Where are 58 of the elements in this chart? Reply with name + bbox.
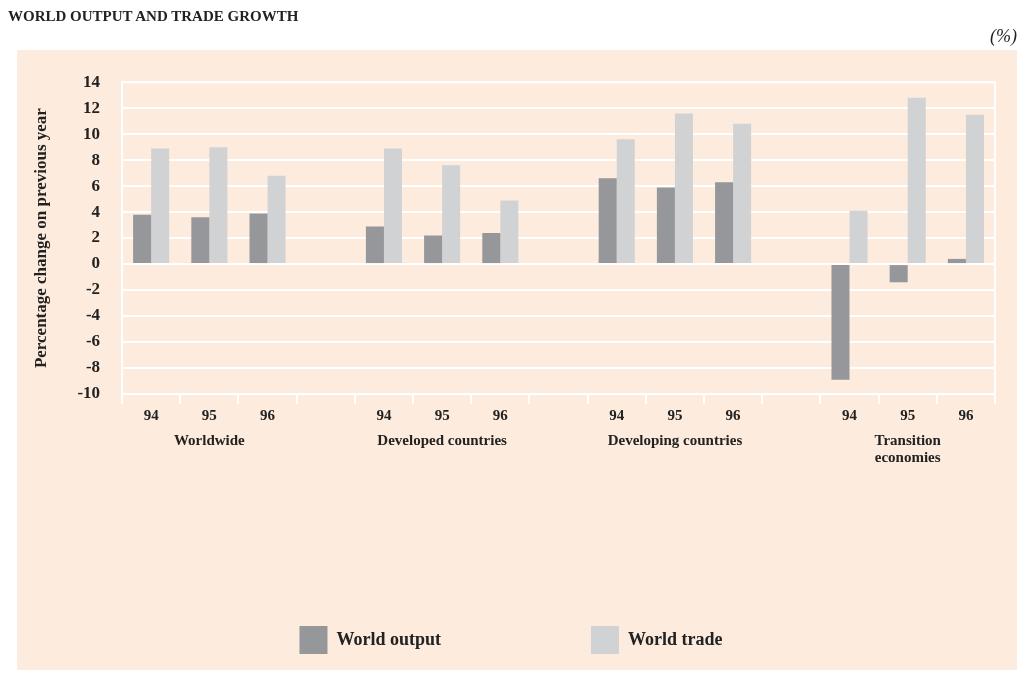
bar: [598, 178, 617, 264]
x-tick-label: 94: [143, 406, 160, 423]
x-tick-label: 95: [667, 406, 683, 423]
bar: [965, 114, 984, 264]
bar: [733, 123, 752, 264]
y-axis-title: Percentage change on previous year: [30, 107, 50, 369]
text: Transition economies: [874, 432, 942, 466]
text: Developing countries: [607, 432, 743, 449]
x-tick-label: 94: [609, 406, 625, 423]
bar: [133, 214, 152, 264]
x-tick-label: 96: [725, 406, 742, 423]
bar: [674, 113, 693, 264]
x-tick-label: 96: [492, 406, 509, 423]
legend-label: World output: [336, 628, 442, 649]
chart-title: WORLD OUTPUT AND TRADE GROWTH: [8, 8, 300, 26]
bar: [500, 200, 519, 264]
bar: [947, 258, 966, 264]
y-tick-label: 14: [83, 71, 101, 91]
y-tick-label: -10: [77, 383, 101, 403]
y-tick-label: 0: [91, 253, 101, 273]
bar: [616, 139, 635, 264]
bar: [831, 265, 850, 380]
bar: [249, 213, 268, 264]
text: (%): [989, 26, 1017, 48]
y-tick-label: 6: [91, 175, 101, 195]
bar: [715, 182, 734, 264]
bar: [656, 187, 675, 264]
bar: [849, 210, 868, 264]
y-tick-label: 8: [91, 149, 101, 169]
y-tick-label: -8: [85, 357, 101, 377]
bar: [151, 148, 170, 264]
x-tick-label: 95: [900, 406, 916, 423]
bar: [191, 217, 210, 264]
bar: [383, 148, 402, 264]
x-tick-label: 94: [842, 406, 858, 423]
bar: [267, 175, 286, 264]
y-tick-label: -4: [85, 305, 101, 325]
y-tick-label: -6: [85, 331, 101, 351]
bar: [482, 232, 501, 264]
x-tick-label: 96: [260, 406, 276, 423]
y-tick-label: 10: [83, 123, 101, 143]
x-tick-label: 96: [958, 406, 974, 423]
bar: [209, 147, 228, 264]
bar: [424, 235, 443, 264]
y-tick-label: 12: [83, 97, 101, 117]
bar: [442, 165, 461, 264]
y-tick-label: -2: [85, 279, 101, 299]
x-tick-label: 94: [376, 406, 392, 423]
y-tick-label: 2: [91, 227, 101, 247]
text: Worldwide: [173, 432, 246, 449]
bar: [365, 226, 384, 264]
text: Developed countries: [377, 432, 508, 449]
bar: [889, 265, 908, 283]
x-tick-label: 95: [201, 406, 217, 423]
y-tick-label: 4: [91, 201, 101, 221]
bar: [907, 97, 926, 264]
legend-label: World trade: [628, 628, 723, 649]
x-tick-label: 95: [434, 406, 450, 423]
